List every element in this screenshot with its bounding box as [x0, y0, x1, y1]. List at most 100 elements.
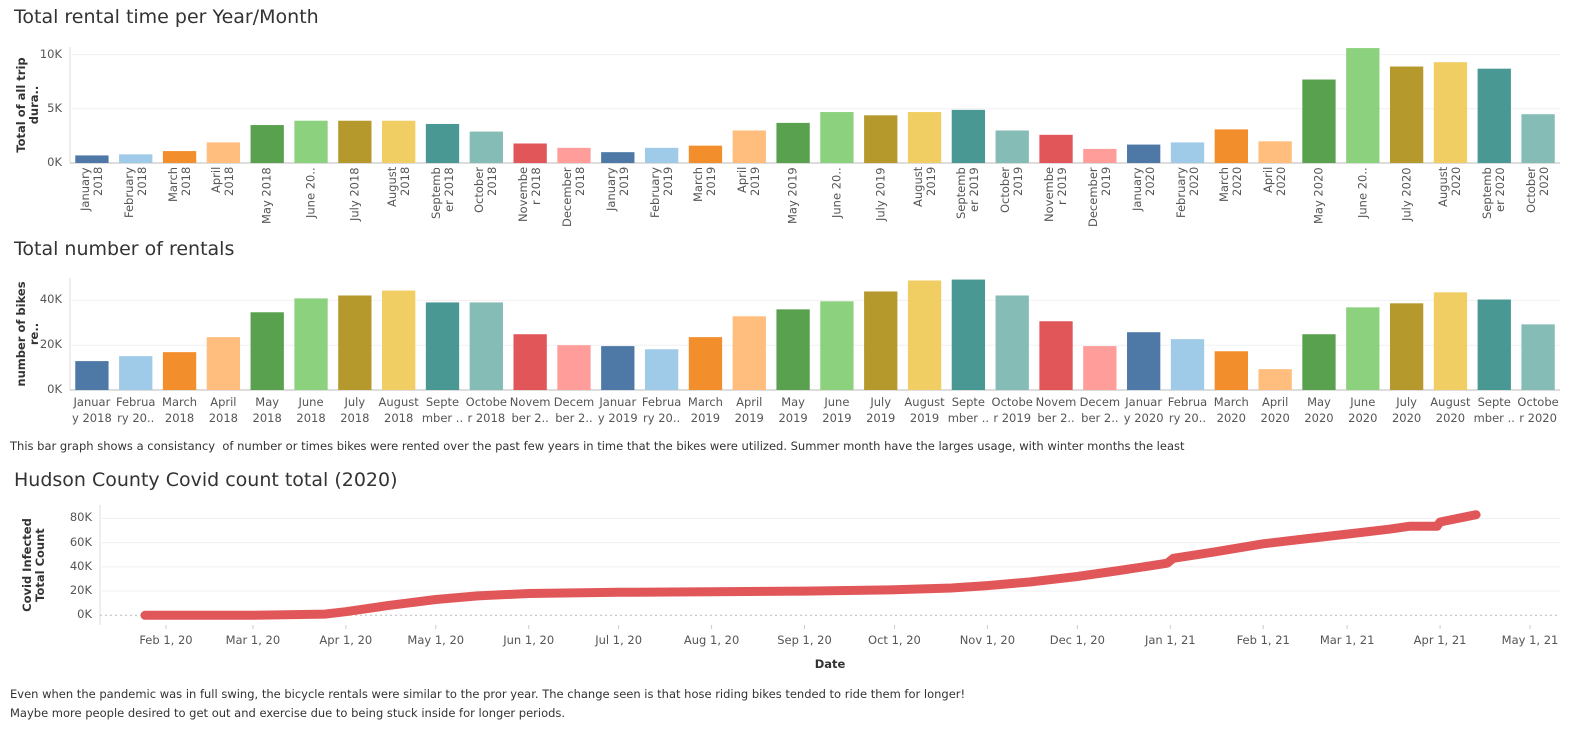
bar: [1521, 114, 1555, 163]
x-tick-label: Feb 1, 21: [1236, 633, 1290, 647]
bar: [425, 123, 460, 163]
x-tick-label: Septemb er 2020: [1480, 167, 1508, 219]
x-tick-label: October 2019: [998, 167, 1026, 214]
x-tick-label: Januar y 2019: [597, 395, 638, 425]
bar: [338, 120, 372, 163]
x-tick-label: Novembe r 2019: [1042, 167, 1070, 223]
x-tick-label: August 2018: [384, 167, 412, 208]
bar: [1170, 339, 1205, 390]
y-tick-label: 20K: [69, 583, 92, 598]
bar: [425, 302, 460, 390]
bar: [732, 316, 766, 390]
x-tick-label: July 2019: [866, 395, 896, 425]
x-tick-label: Februa ry 20..: [641, 395, 682, 425]
y-tick-label: 10K: [39, 46, 62, 61]
x-tick-label: Apr 1, 21: [1413, 633, 1467, 647]
bar: [1302, 334, 1336, 390]
chart-title: Total rental time per Year/Month: [14, 6, 319, 28]
x-tick-label: May 1, 20: [407, 633, 465, 647]
x-tick-label: Octobe r 2020: [1517, 395, 1559, 425]
x-tick-label: April 2019: [734, 395, 764, 425]
x-tick-label: Januar y 2020: [1123, 395, 1164, 425]
x-tick-label: May 2018: [252, 395, 282, 425]
x-tick-label: June 20..: [1355, 167, 1370, 218]
x-tick-label: Septe mber ..: [1473, 395, 1515, 425]
bar: [1477, 68, 1511, 163]
bar: [1389, 303, 1424, 390]
x-tick-label: June 2020: [1348, 395, 1378, 425]
bar: [907, 280, 942, 390]
x-tick-label: April 2018: [209, 167, 237, 197]
x-tick-label: July 2018: [340, 395, 370, 425]
x-tick-label: Novem ber 2..: [509, 395, 551, 425]
x-axis-title: Date: [814, 657, 846, 671]
bar: [864, 291, 898, 390]
x-tick-label: May 2019: [785, 167, 800, 224]
bar: [1083, 148, 1117, 163]
x-tick-label: May 1, 21: [1501, 633, 1559, 647]
x-tick-label: May 2018: [259, 167, 274, 224]
bar: [1039, 321, 1073, 390]
bar: [951, 109, 986, 163]
bar: [294, 120, 328, 163]
x-tick-label: January 2018: [77, 167, 105, 211]
x-tick-label: June 20..: [303, 167, 318, 218]
x-tick-label: July 2020: [1391, 395, 1422, 425]
x-tick-label: May 2020: [1304, 395, 1334, 425]
bar: [1521, 324, 1555, 390]
x-tick-label: April 2020: [1260, 395, 1290, 425]
x-tick-label: March 2020: [1217, 167, 1245, 203]
bar: [1083, 346, 1117, 390]
x-tick-label: June 2019: [822, 395, 852, 425]
bar: [601, 152, 635, 163]
x-tick-label: March 2019: [687, 395, 723, 425]
x-tick-label: May 2019: [778, 395, 808, 425]
bar: [75, 155, 109, 163]
bar: [864, 115, 898, 163]
bar: [644, 147, 679, 163]
x-tick-label: Aug 1, 20: [683, 633, 740, 647]
x-tick-label: Jul 1, 20: [595, 633, 643, 647]
caption: This bar graph shows a consistancy of nu…: [10, 439, 1185, 453]
x-tick-label: January 2020: [1129, 167, 1157, 211]
bar: [1433, 292, 1468, 390]
bar: [162, 352, 197, 390]
y-tick-label: 20K: [39, 337, 62, 352]
bar: [1170, 142, 1205, 163]
bar: [513, 334, 547, 390]
bar: [1214, 129, 1248, 163]
bar: [776, 309, 810, 390]
bar: [557, 147, 591, 163]
bar: [1127, 332, 1161, 390]
bar: [688, 337, 723, 390]
x-tick-label: Dec 1, 20: [1049, 633, 1105, 647]
x-tick-label: October 2018: [472, 167, 500, 214]
bar: [119, 154, 153, 163]
x-tick-label: Jun 1, 20: [503, 633, 555, 647]
bar: [1346, 48, 1380, 164]
bar: [250, 125, 284, 163]
bar: [382, 290, 416, 390]
bar: [1258, 141, 1292, 163]
x-tick-label: December 2018: [559, 167, 587, 227]
bar: [206, 142, 241, 163]
x-tick-label: February 2019: [647, 167, 675, 218]
x-tick-label: July 2020: [1399, 167, 1414, 221]
x-tick-label: July 2019: [873, 167, 888, 221]
x-tick-label: October 2020: [1524, 167, 1552, 214]
y-tick-label: 40K: [69, 558, 92, 573]
x-tick-label: Octobe r 2018: [465, 395, 507, 425]
x-tick-label: Septemb er 2018: [428, 167, 456, 219]
x-tick-label: June 2018: [296, 395, 326, 425]
y-tick-label: 80K: [69, 510, 92, 525]
x-tick-label: Feb 1, 20: [139, 633, 193, 647]
bar: [995, 130, 1029, 163]
caption: Maybe more people desired to get out and…: [10, 706, 566, 720]
bar: [1127, 144, 1161, 163]
x-tick-label: August 2020: [1430, 395, 1471, 425]
bar: [469, 131, 503, 163]
x-tick-label: Mar 1, 21: [1319, 633, 1375, 647]
x-tick-label: August 2019: [904, 395, 945, 425]
